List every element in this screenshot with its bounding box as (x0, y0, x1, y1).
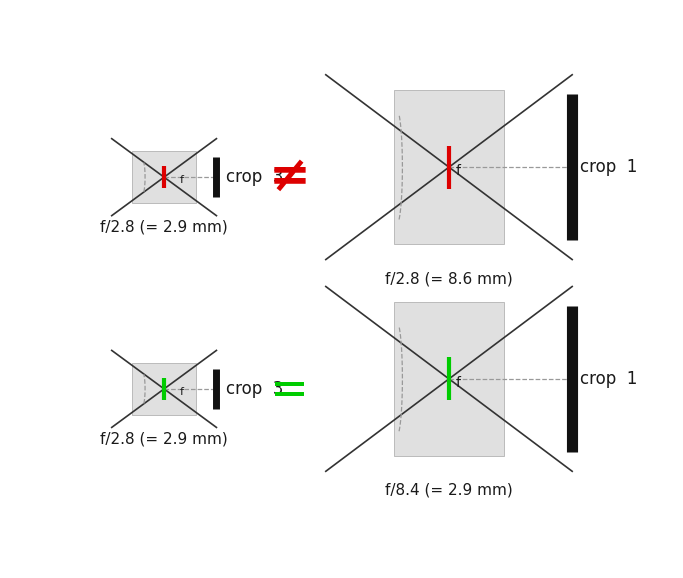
Bar (132, 151, 197, 203)
Bar (275, 392, 304, 397)
Text: f: f (180, 387, 184, 397)
Bar (393, 302, 505, 456)
Bar (275, 381, 304, 386)
Text: f: f (455, 164, 460, 178)
Text: ≠: ≠ (268, 153, 311, 201)
Bar (393, 90, 505, 244)
Text: crop  1: crop 1 (580, 158, 637, 176)
Text: f: f (180, 175, 184, 185)
Text: f/2.8 (= 2.9 mm): f/2.8 (= 2.9 mm) (100, 220, 228, 235)
Text: f/2.8 (= 2.9 mm): f/2.8 (= 2.9 mm) (100, 431, 228, 446)
Text: crop  3: crop 3 (225, 380, 283, 398)
Text: f/2.8 (= 8.6 mm): f/2.8 (= 8.6 mm) (385, 271, 513, 286)
Bar (132, 363, 197, 415)
Text: f: f (455, 376, 460, 390)
Text: f/8.4 (= 2.9 mm): f/8.4 (= 2.9 mm) (385, 483, 513, 498)
Text: crop  3: crop 3 (225, 168, 283, 186)
Text: crop  1: crop 1 (580, 370, 637, 388)
